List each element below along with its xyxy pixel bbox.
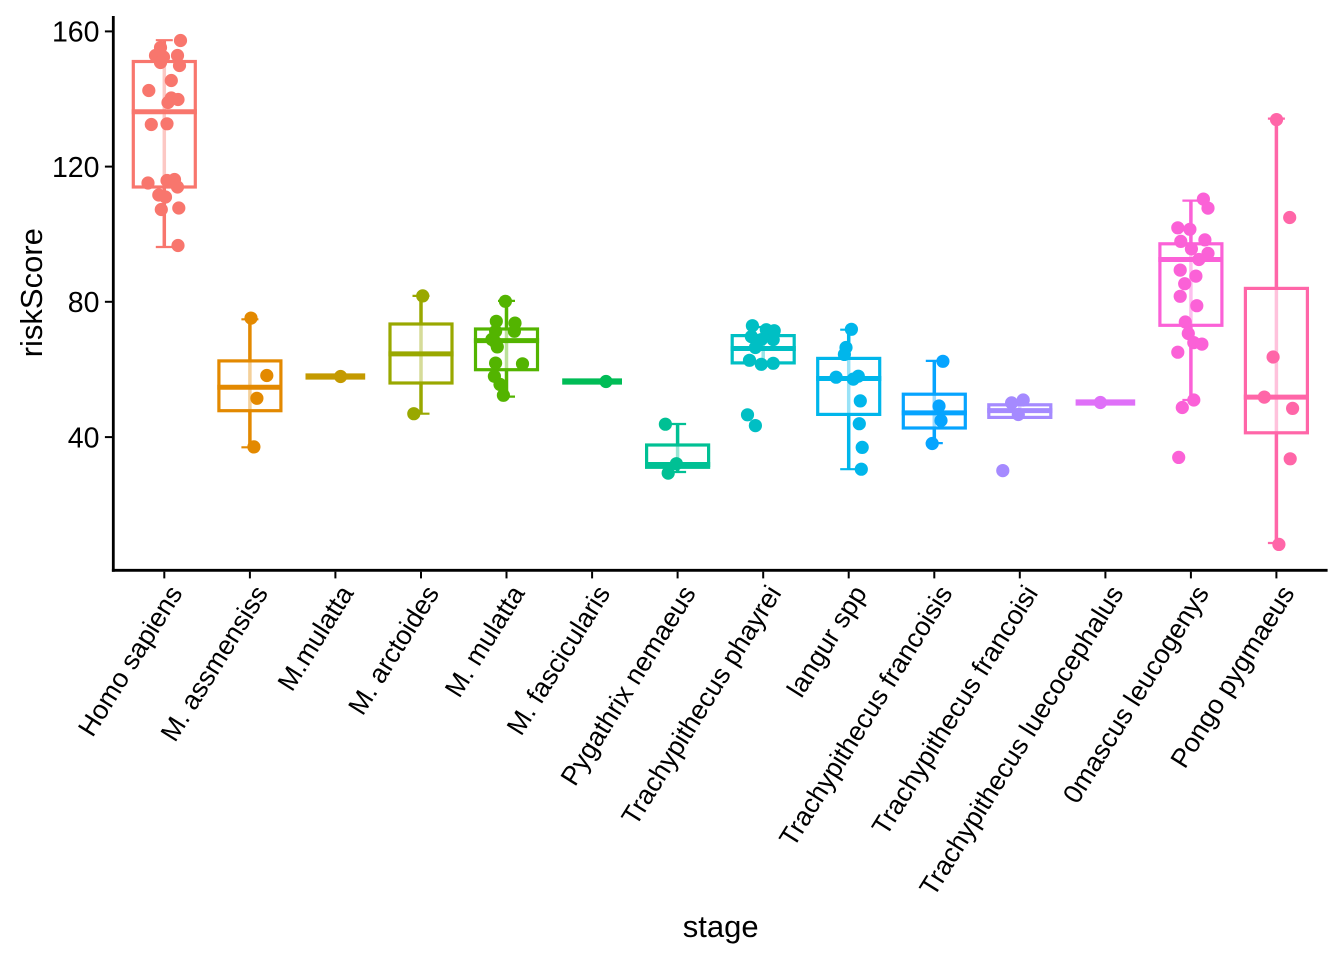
svg-text:80: 80 [68,287,100,319]
svg-text:stage: stage [683,909,759,944]
svg-text:riskScore: riskScore [14,228,49,357]
svg-text:160: 160 [52,17,100,49]
svg-text:120: 120 [52,152,100,184]
svg-text:40: 40 [68,422,100,454]
